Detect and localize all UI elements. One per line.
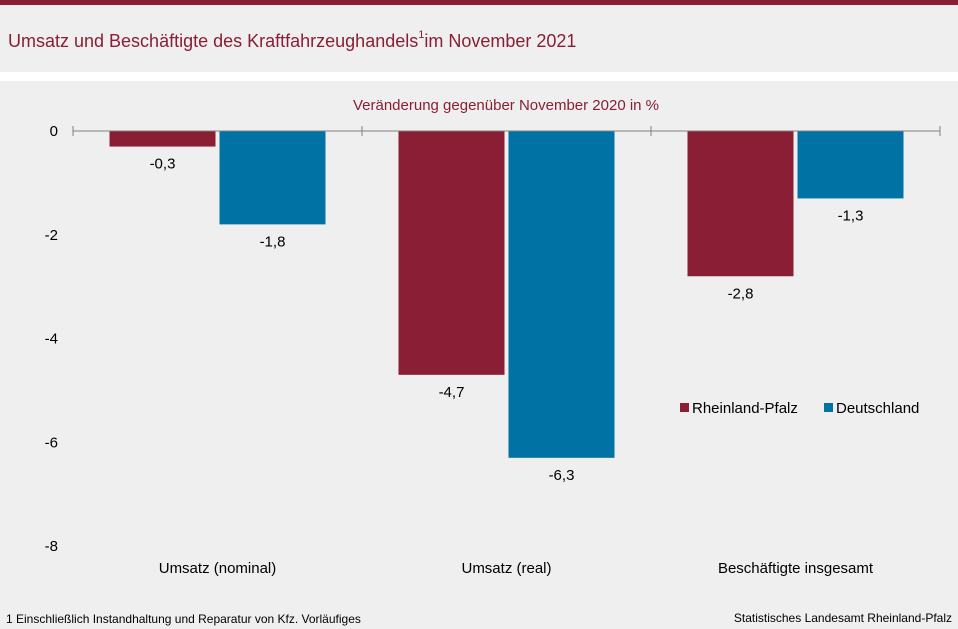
x-tick-label: Umsatz (nominal) <box>159 560 277 577</box>
footnote: 1 Einschließlich Instandhaltung und Repa… <box>6 612 361 626</box>
bar-deutschland-1 <box>219 131 326 225</box>
x-tick-label: Umsatz (real) <box>461 560 551 577</box>
y-tick-label: -6 <box>45 434 58 451</box>
bar-deutschland-2 <box>508 131 615 458</box>
legend-swatch <box>824 403 833 412</box>
legend-label: Deutschland <box>836 400 919 417</box>
source-credit: Statistisches Landesamt Rheinland-Pfalz <box>733 611 952 625</box>
y-tick-label: -2 <box>45 227 58 244</box>
bar-rheinland-pfalz-1 <box>109 131 216 147</box>
x-tick-label: Beschäftigte insgesamt <box>718 560 874 577</box>
bar-rheinland-pfalz-2 <box>398 131 505 375</box>
top-accent-bar <box>0 0 958 5</box>
y-tick-label: 0 <box>50 123 58 140</box>
data-label: -0,3 <box>150 156 176 173</box>
data-label: -1,3 <box>838 207 864 224</box>
y-tick-label: -8 <box>45 538 58 555</box>
header-separator <box>0 72 958 81</box>
title-footnote-marker: 1 <box>418 29 425 41</box>
data-label: -2,8 <box>728 285 754 302</box>
legend-swatch <box>680 403 689 412</box>
bar-rheinland-pfalz-3 <box>687 131 794 277</box>
data-label: -1,8 <box>260 233 286 250</box>
data-label: -6,3 <box>549 467 575 484</box>
y-tick-label: -4 <box>45 331 58 348</box>
chart-subtitle: Veränderung gegenüber November 2020 in % <box>353 97 659 114</box>
legend-label: Rheinland-Pfalz <box>692 400 798 417</box>
data-label: -4,7 <box>439 384 465 401</box>
bar-deutschland-3 <box>797 131 904 199</box>
header: Umsatz und Beschäftigte des Kraftfahrzeu… <box>0 5 958 72</box>
chart-title: Umsatz und Beschäftigte des Kraftfahrzeu… <box>8 29 577 51</box>
